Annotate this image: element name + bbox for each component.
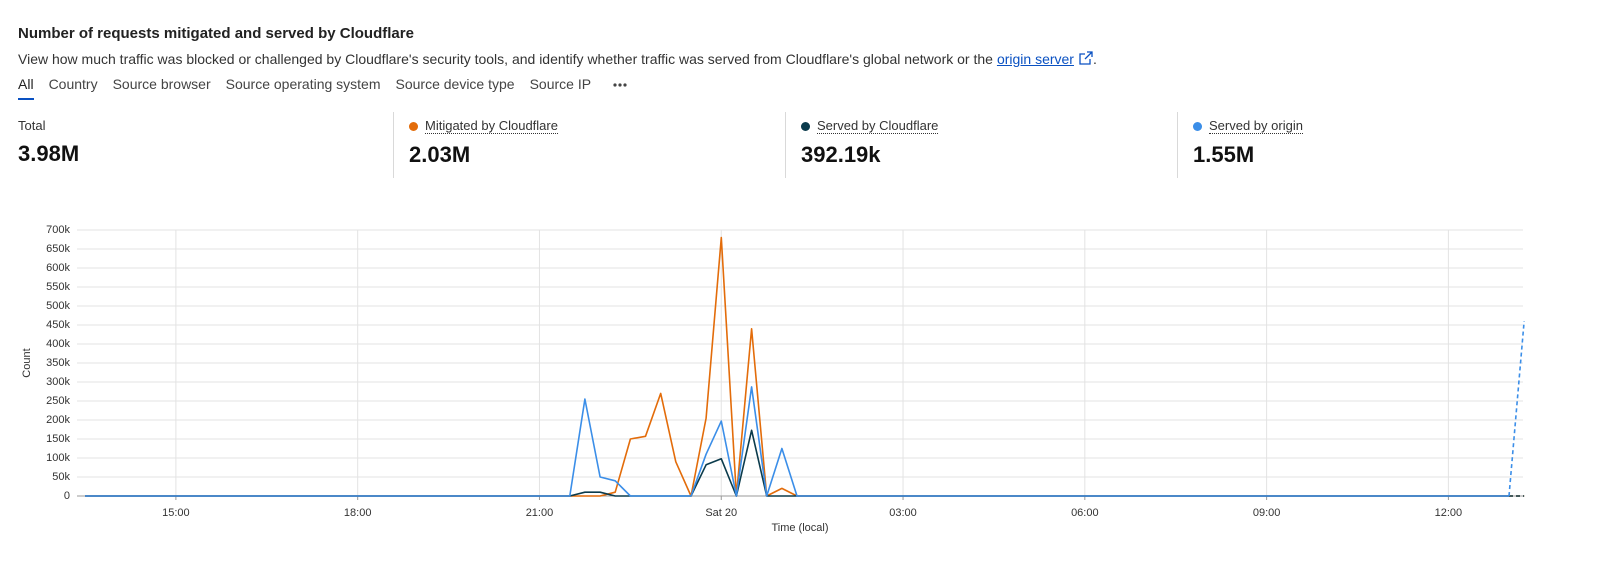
stat-value: 3.98M — [18, 141, 80, 166]
stat: Mitigated by Cloudflare 2.03M — [409, 118, 558, 180]
y-tick-label: 300k — [46, 376, 70, 388]
y-tick-label: 450k — [46, 319, 70, 331]
x-tick-label: 18:00 — [344, 507, 372, 519]
stat-label: Total — [18, 118, 79, 133]
stat: Total 3.98M — [18, 118, 79, 180]
x-tick-label: 09:00 — [1253, 507, 1281, 519]
x-tick-label: Sat 20 — [705, 507, 737, 519]
stat: Served by Cloudflare 392.19k — [801, 118, 939, 180]
separator — [785, 112, 786, 178]
stat-value: 392.19k — [801, 142, 881, 167]
stat-label: Mitigated by Cloudflare — [409, 118, 558, 134]
tab[interactable]: Country — [48, 76, 98, 92]
series-line-partial — [1508, 321, 1525, 497]
x-tick-label: 15:00 — [162, 507, 190, 519]
separator — [393, 112, 394, 178]
x-axis-label: Time (local) — [771, 522, 828, 534]
stat-label: Served by Cloudflare — [801, 118, 939, 134]
x-tick-label: 06:00 — [1071, 507, 1099, 519]
series-line — [85, 386, 1509, 497]
external-icon — [1079, 51, 1093, 65]
description-end: . — [1092, 51, 1097, 67]
tab[interactable]: Source device type — [395, 76, 515, 92]
x-tick-label: 21:00 — [526, 507, 554, 519]
series-line — [85, 236, 1509, 497]
legend-dot — [1193, 121, 1202, 131]
stat-value: 1.55M — [1193, 142, 1255, 167]
origin-link[interactable]: origin server — [996, 51, 1074, 67]
stat-label-text: Total — [18, 118, 46, 133]
description-text: View how much traffic was blocked or cha… — [18, 51, 993, 67]
tab[interactable]: All — [18, 76, 34, 100]
y-tick-label: 200k — [46, 414, 70, 426]
y-tick-label: 350k — [46, 357, 70, 369]
y-tick-label: 100k — [46, 452, 70, 464]
y-tick-label: 0 — [64, 490, 70, 502]
legend-label[interactable]: Served by origin — [1209, 118, 1303, 134]
tab[interactable]: Source IP — [529, 76, 592, 92]
legend-label[interactable]: Mitigated by Cloudflare — [425, 118, 558, 134]
y-tick-label: 250k — [46, 395, 70, 407]
tab[interactable]: Source browser — [112, 76, 211, 92]
y-tick-label: 400k — [46, 338, 70, 350]
description: View how much traffic was blocked or cha… — [18, 51, 1097, 67]
stat-value: 2.03M — [409, 142, 471, 167]
y-axis-label: Count — [21, 348, 33, 377]
y-tick-label: 150k — [46, 433, 70, 445]
legend-label[interactable]: Served by Cloudflare — [817, 118, 939, 134]
stat-label: Served by origin — [1193, 118, 1303, 134]
y-tick-label: 50k — [52, 471, 70, 483]
y-tick-label: 600k — [46, 262, 70, 274]
y-tick-label: 700k — [46, 224, 70, 236]
stat: Served by origin 1.55M — [1193, 118, 1303, 180]
y-tick-label: 550k — [46, 281, 70, 293]
title: Number of requests mitigated and served … — [18, 25, 414, 42]
legend-dot — [409, 121, 418, 131]
x-tick-label: 03:00 — [889, 507, 917, 519]
more-icon[interactable] — [612, 81, 628, 89]
tabs: All Country Source browser Source operating… — [18, 76, 591, 100]
series-line — [85, 429, 1509, 497]
x-tick-label: 12:00 — [1435, 507, 1463, 519]
tab[interactable]: Source operating system — [225, 76, 381, 92]
separator — [1177, 112, 1178, 178]
legend-dot — [801, 121, 810, 131]
chart: 0 50k 100k 150k 200k 250k 300k 350k 400k 450k 500k… — [21, 224, 1525, 534]
y-tick-label: 650k — [46, 243, 70, 255]
y-tick-label: 500k — [46, 300, 70, 312]
